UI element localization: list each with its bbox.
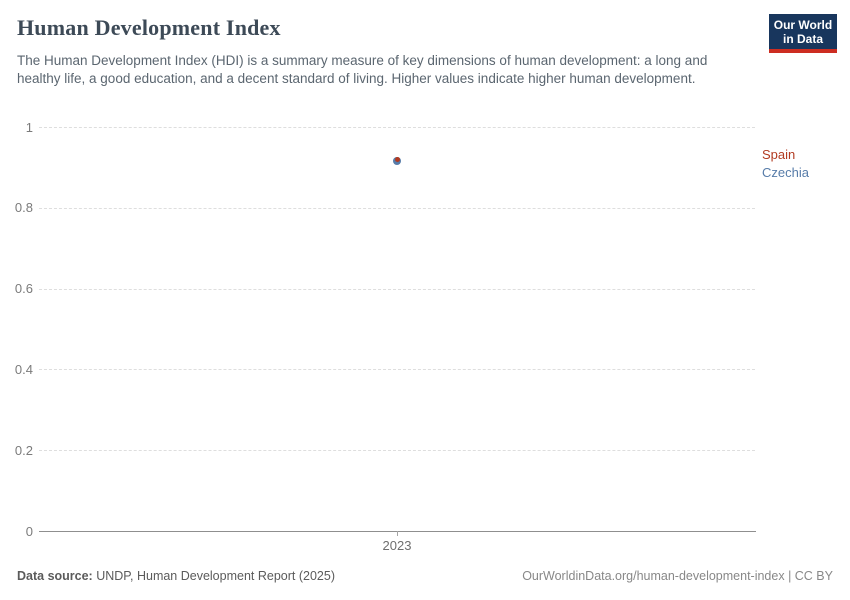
gridline-0.6 [39,288,755,290]
legend-item-czechia[interactable]: Czechia [762,165,809,180]
y-axis-tick-label: 1 [25,119,33,135]
owid-logo[interactable]: Our World in Data [769,14,837,53]
data-source-text: UNDP, Human Development Report (2025) [92,569,335,583]
data-point-spain[interactable] [394,156,400,162]
gridline-0.4 [39,369,755,371]
gridline-0.2 [39,450,755,452]
data-source-label: Data source: [17,569,93,583]
page-title: Human Development Index [17,15,281,40]
y-axis-tick-label: 0.2 [14,442,33,458]
y-axis-tick-label: 0.4 [14,361,33,377]
y-axis-tick-label: 0 [25,523,33,539]
legend: Spain Czechia [762,146,809,182]
data-source-note: Data source: UNDP, Human Development Rep… [17,569,335,583]
owid-logo-line1: Our World [773,18,833,32]
y-axis-tick-label: 0.8 [14,200,33,216]
chart-subtitle: The Human Development Index (HDI) is a s… [17,53,708,86]
legend-item-spain[interactable]: Spain [762,147,796,162]
x-axis-tick-label: 2023 [382,538,412,553]
owid-logo-line2: in Data [782,32,823,46]
gridline-1 [39,127,755,128]
x-axis-tick [397,531,398,536]
gridline-0.8 [39,207,755,209]
license-link[interactable]: OurWorldinData.org/human-development-ind… [522,569,833,583]
y-axis-tick-label: 0.6 [14,281,33,297]
